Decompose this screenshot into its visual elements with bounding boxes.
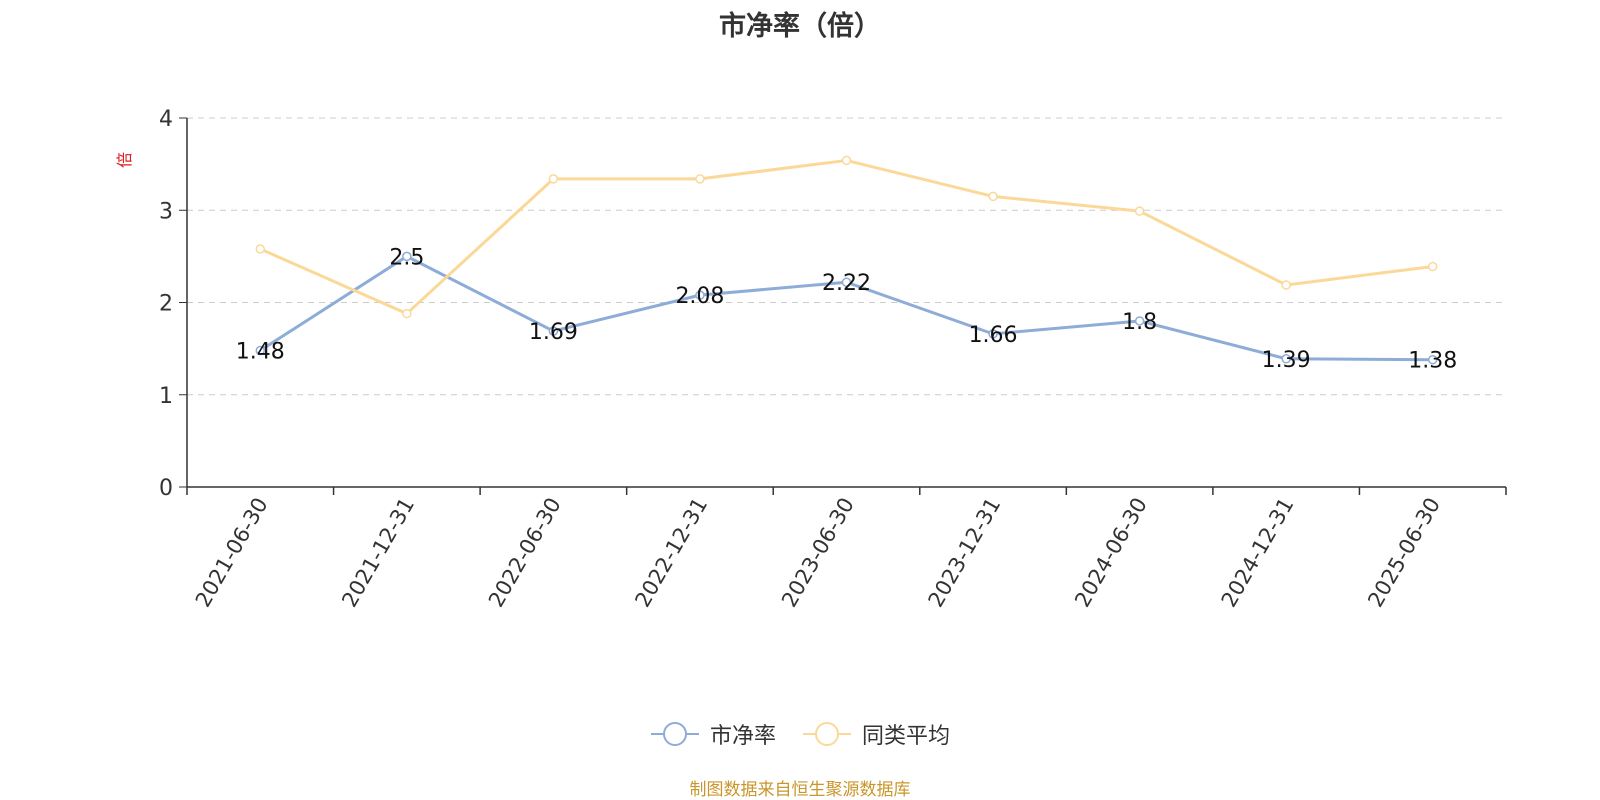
series-0-data-label-6: 1.8 xyxy=(1122,310,1157,335)
series-0-data-label-4: 2.22 xyxy=(822,271,871,296)
data-labels: 1.48 2.5 1.69 2.08 2.22 1.66 1.8 1.39 1.38 xyxy=(236,245,1457,373)
x-tick-label-8: 2025-06-30 xyxy=(1363,494,1445,612)
legend-peer-average-label: 同类平均 xyxy=(862,724,951,749)
y-tick-label-0: 0 xyxy=(159,476,173,501)
series-1-point-1 xyxy=(402,308,412,319)
x-tick-label-4: 2023-06-30 xyxy=(777,494,859,612)
series-0-data-label-7: 1.39 xyxy=(1262,348,1311,373)
series-1-point-3 xyxy=(695,174,705,184)
series-0-point-1 xyxy=(402,251,412,262)
legend-pb-label: 市净率 xyxy=(709,724,776,749)
series-0-data-label-2: 1.69 xyxy=(529,320,578,345)
series-0-point-4 xyxy=(841,277,852,287)
series-0-point-0 xyxy=(255,345,266,356)
series-1-point-7 xyxy=(1281,280,1291,290)
chart-title: 市净率（倍） xyxy=(719,11,881,42)
y-tick-label-1: 1 xyxy=(159,384,173,409)
legend-item-pb[interactable]: 市净率 xyxy=(650,718,776,750)
series-1-point-6 xyxy=(1134,206,1145,216)
series-1-point-2 xyxy=(548,174,559,184)
series-1-point-8 xyxy=(1427,261,1438,272)
y-tick-label-3: 3 xyxy=(159,199,173,224)
data-source-note: 制图数据来自恒生聚源数据库 xyxy=(689,780,911,800)
legend-pb-marker-icon xyxy=(650,722,699,746)
series-0-data-label-8: 1.38 xyxy=(1408,349,1457,374)
series-0-data-label-1: 2.5 xyxy=(389,245,424,270)
x-tick-label-2: 2022-06-30 xyxy=(484,494,566,612)
series-0-data-label-0: 1.48 xyxy=(236,339,285,364)
series-0-point-2 xyxy=(548,326,559,336)
series-1-point-5 xyxy=(988,191,998,202)
series-0-point-7 xyxy=(1281,354,1291,364)
y-tick-label-4: 4 xyxy=(159,107,173,132)
series-1-point-0 xyxy=(255,244,266,254)
series-0-point-8 xyxy=(1427,354,1438,365)
legend: 市净率 同类平均 xyxy=(0,718,1600,750)
x-tick-label-0: 2021-06-30 xyxy=(191,494,273,612)
series-0-data-label-5: 1.66 xyxy=(969,323,1018,348)
x-tick-label-3: 2022-12-31 xyxy=(630,494,712,612)
series-0-point-3 xyxy=(695,290,705,300)
series-0-point-6 xyxy=(1134,316,1145,326)
y-axis-unit-label: 倍 xyxy=(115,152,134,168)
legend-item-peer-average[interactable]: 同类平均 xyxy=(802,718,950,750)
x-tick-label-5: 2023-12-31 xyxy=(924,494,1006,612)
y-tick-label-2: 2 xyxy=(159,292,173,317)
legend-peer-average-marker-icon xyxy=(803,722,851,746)
series-1-point-4 xyxy=(841,155,852,166)
series-0-point-5 xyxy=(988,329,998,339)
series-0-data-label-3: 2.08 xyxy=(675,284,724,309)
x-tick-label-6: 2024-06-30 xyxy=(1070,494,1152,612)
x-tick-label-7: 2024-12-31 xyxy=(1217,494,1299,612)
series-lines xyxy=(255,155,1438,365)
x-tick-label-1: 2021-12-31 xyxy=(337,494,419,612)
